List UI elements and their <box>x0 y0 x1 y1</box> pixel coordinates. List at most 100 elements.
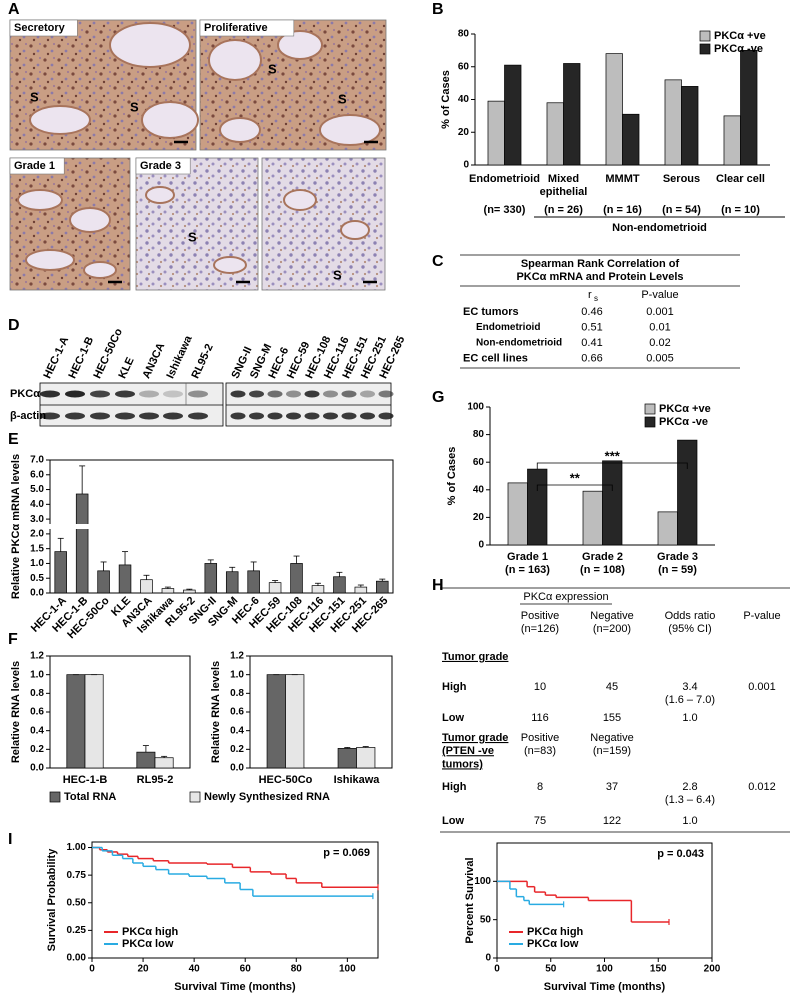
blot-band <box>230 412 246 420</box>
bar <box>225 571 239 594</box>
table-cell: 2.8 (1.3 – 6.4) <box>665 781 715 806</box>
y-tick-label: 1.0 <box>30 558 44 569</box>
column-header-sub: s <box>594 294 598 303</box>
y-tick-label: 0.6 <box>230 707 244 718</box>
bar <box>333 576 346 594</box>
blot-band <box>163 412 183 420</box>
x-tick-label: 50 <box>545 964 557 975</box>
x-tick-label: Ishikawa <box>334 774 381 786</box>
section-title: Tumor grade (PTEN -ve tumors) <box>442 732 508 770</box>
y-tick-label: 0.8 <box>30 688 44 699</box>
y-tick-label: 1.2 <box>230 651 244 662</box>
x-tick-label: 20 <box>138 964 150 975</box>
x-tick-label: Grade 2 (n = 108) <box>580 551 625 576</box>
y-axis-title: Relative RNA levels <box>210 661 222 763</box>
legend-swatch <box>644 403 656 415</box>
gland <box>283 189 317 211</box>
gland <box>319 114 381 146</box>
table-cell: 116 <box>531 712 549 724</box>
category-note: (n= 330) <box>484 204 526 216</box>
column-header: Positive (n=83) <box>521 732 560 757</box>
panel-letter: F <box>8 631 18 648</box>
stroma-mark: S <box>268 61 277 76</box>
y-tick-label: 0 <box>463 160 469 171</box>
column-header: Odds ratio (95% CI) <box>665 610 716 635</box>
table-cell: 0.001 <box>748 681 776 693</box>
table-header: PKCα expression <box>523 591 608 603</box>
blot-band <box>163 390 183 398</box>
blot-band <box>304 412 320 420</box>
image-label-box <box>135 157 191 175</box>
gland <box>145 186 175 204</box>
row-label: Endometrioid <box>476 322 540 333</box>
blot-band <box>378 412 394 420</box>
blot-band <box>115 412 135 420</box>
image-label: Grade 3 <box>140 160 181 172</box>
panel-letter: H <box>432 577 444 594</box>
table-cell: 122 <box>603 815 621 827</box>
bar <box>161 588 175 594</box>
blot-band <box>267 412 283 420</box>
group-label: Non-endometrioid <box>612 222 707 234</box>
table-cell: 0.005 <box>646 352 674 364</box>
x-tick-label: 200 <box>704 964 721 975</box>
row-label: EC tumors <box>463 306 519 318</box>
x-tick-label: Mixed epithelial <box>540 173 588 198</box>
legend-label: Total RNA <box>64 791 116 803</box>
x-tick-label: HEC-50Co <box>259 774 313 786</box>
y-tick-label: 0.0 <box>230 763 244 774</box>
gland <box>277 30 323 60</box>
row-label: Non-endometrioid <box>476 338 562 349</box>
column-header: P-value <box>743 610 780 622</box>
bar <box>376 580 389 594</box>
y-tick-label: 100 <box>474 876 491 887</box>
category-note: (n = 54) <box>662 204 701 216</box>
y-tick-label: 0.6 <box>30 707 44 718</box>
bar <box>290 563 303 594</box>
table-cell: 0.41 <box>581 337 602 349</box>
bar <box>582 490 603 546</box>
gland <box>83 261 117 279</box>
table-cell: 0.66 <box>581 352 602 364</box>
x-tick-label: Grade 3 (n = 59) <box>657 551 698 576</box>
blot-band <box>341 390 357 398</box>
legend-label: PKCα -ve <box>714 43 763 55</box>
gland <box>340 220 370 240</box>
table-cell: 1.0 <box>682 712 697 724</box>
row-label: Low <box>442 712 464 724</box>
blot-band <box>249 412 264 420</box>
bar <box>605 53 623 166</box>
bar <box>354 586 368 594</box>
bar <box>204 563 218 594</box>
bar <box>664 79 682 166</box>
blot-band <box>188 390 208 398</box>
table-cell: 0.46 <box>581 306 602 318</box>
table-cell: 10 <box>534 681 546 693</box>
significance-label: *** <box>605 448 621 463</box>
panel-letter: I <box>8 831 12 848</box>
section-title: Tumor grade <box>442 651 508 663</box>
blot-band <box>115 390 135 398</box>
blot-band <box>378 390 394 398</box>
stroma-mark: S <box>30 89 39 104</box>
y-tick-label: 80 <box>473 429 485 440</box>
table-title: Spearman Rank Correlation of PKCα mRNA an… <box>516 258 683 283</box>
y-tick-label: 0.4 <box>30 725 44 736</box>
gland <box>219 117 261 143</box>
lane-label: KLE <box>116 355 136 380</box>
bar <box>75 493 89 594</box>
x-tick-label: MMMT <box>605 173 639 185</box>
bar <box>247 570 260 594</box>
blot-frame <box>225 382 392 427</box>
y-axis-title: Survival Probability <box>46 848 58 952</box>
bar <box>602 460 623 546</box>
legend-swatch <box>699 43 711 55</box>
blot-band <box>286 412 301 420</box>
x-tick-label: 40 <box>189 964 201 975</box>
bar <box>285 674 305 769</box>
y-tick-label: 1.00 <box>67 842 87 853</box>
gland <box>29 105 91 135</box>
table-cell: 0.02 <box>649 337 670 349</box>
significance-label: ** <box>570 470 581 485</box>
